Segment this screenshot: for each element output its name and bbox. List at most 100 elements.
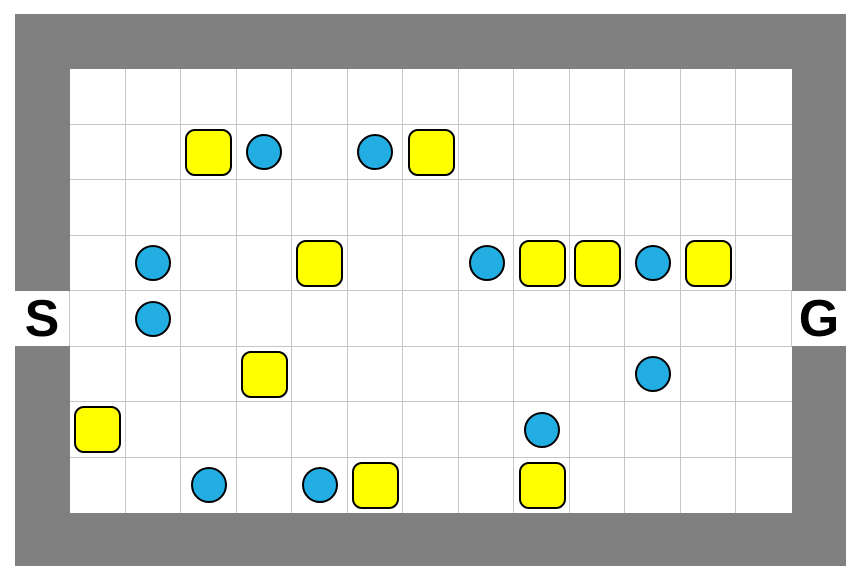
square-piece[interactable] <box>574 239 622 287</box>
grid-cell[interactable] <box>181 235 237 291</box>
grid-cell[interactable] <box>403 346 459 402</box>
grid-cell[interactable] <box>348 457 404 513</box>
square-piece[interactable] <box>518 461 566 509</box>
grid-cell[interactable] <box>70 235 126 291</box>
grid-cell[interactable] <box>125 402 182 458</box>
grid-cell[interactable] <box>403 180 459 236</box>
grid-cell[interactable] <box>347 291 404 347</box>
grid-cell[interactable] <box>403 124 459 180</box>
grid-cell[interactable] <box>236 124 293 180</box>
grid-cell[interactable] <box>736 69 792 125</box>
grid-cell[interactable] <box>625 346 681 402</box>
grid-cell[interactable] <box>680 402 737 458</box>
grid-cell[interactable] <box>403 235 459 291</box>
grid-cell[interactable] <box>680 124 737 180</box>
grid-cell[interactable] <box>236 180 293 236</box>
grid-cell[interactable] <box>70 457 126 513</box>
square-piece[interactable] <box>185 128 233 176</box>
grid-cell[interactable] <box>625 457 681 513</box>
grid-cell[interactable] <box>458 402 515 458</box>
grid-cell[interactable] <box>292 69 348 125</box>
grid-cell[interactable] <box>181 180 237 236</box>
square-piece[interactable] <box>685 239 733 287</box>
grid-cell[interactable] <box>236 69 293 125</box>
grid-cell[interactable] <box>70 69 126 125</box>
grid-cell[interactable] <box>403 402 459 458</box>
grid-cell[interactable] <box>181 124 237 180</box>
grid-cell[interactable] <box>70 346 126 402</box>
grid-cell[interactable] <box>292 124 348 180</box>
grid-cell[interactable] <box>292 235 348 291</box>
grid-cell[interactable] <box>569 346 626 402</box>
grid-cell[interactable] <box>125 180 182 236</box>
grid-cell[interactable] <box>458 124 515 180</box>
grid-cell[interactable] <box>459 457 515 513</box>
grid-cell[interactable] <box>70 402 126 458</box>
grid-cell[interactable] <box>625 69 681 125</box>
grid-cell[interactable] <box>181 346 237 402</box>
grid-cell[interactable] <box>125 235 182 291</box>
square-piece[interactable] <box>74 406 122 454</box>
circle-piece[interactable] <box>135 300 172 337</box>
grid-cell[interactable] <box>458 346 515 402</box>
grid-cell[interactable] <box>347 235 404 291</box>
grid-cell[interactable] <box>569 291 626 347</box>
grid-cell[interactable] <box>292 291 348 347</box>
grid-cell[interactable] <box>514 69 570 125</box>
grid-cell[interactable] <box>514 346 570 402</box>
grid-cell[interactable] <box>625 124 681 180</box>
square-piece[interactable] <box>351 461 399 509</box>
grid-cell[interactable] <box>458 291 515 347</box>
grid-cell[interactable] <box>236 402 293 458</box>
grid-cell[interactable] <box>403 291 459 347</box>
grid-cell[interactable] <box>680 346 737 402</box>
grid-cell[interactable] <box>458 180 515 236</box>
grid-cell[interactable] <box>292 457 348 513</box>
grid-cell[interactable] <box>569 235 626 291</box>
grid-cell[interactable] <box>736 236 792 291</box>
grid-cell[interactable] <box>514 180 570 236</box>
grid-cell[interactable] <box>292 346 348 402</box>
circle-piece[interactable] <box>135 245 172 282</box>
grid-cell[interactable] <box>569 69 626 125</box>
grid-cell[interactable] <box>569 180 626 236</box>
grid-cell[interactable] <box>125 346 182 402</box>
grid-cell[interactable] <box>237 457 293 513</box>
grid-cell[interactable] <box>458 69 515 125</box>
grid-cell[interactable] <box>514 235 570 291</box>
square-piece[interactable] <box>296 239 344 287</box>
grid-cell[interactable] <box>569 402 626 458</box>
grid-cell[interactable] <box>347 124 404 180</box>
grid-cell[interactable] <box>181 402 237 458</box>
grid-cell[interactable] <box>347 402 404 458</box>
grid-cell[interactable] <box>625 235 681 291</box>
grid-cell[interactable] <box>70 124 126 180</box>
grid-cell[interactable] <box>736 125 792 180</box>
grid-cell[interactable] <box>514 124 570 180</box>
grid-cell[interactable] <box>125 69 182 125</box>
grid-cell[interactable] <box>181 291 237 347</box>
circle-piece[interactable] <box>301 467 338 504</box>
grid-cell[interactable] <box>292 180 348 236</box>
grid-cell[interactable] <box>347 69 404 125</box>
grid-cell[interactable] <box>125 124 182 180</box>
grid-cell[interactable] <box>126 457 182 513</box>
square-piece[interactable] <box>407 128 455 176</box>
circle-piece[interactable] <box>635 356 672 393</box>
grid-cell[interactable] <box>736 291 792 347</box>
grid-cell[interactable] <box>736 402 792 458</box>
grid-cell[interactable] <box>292 402 348 458</box>
grid-cell[interactable] <box>625 180 681 236</box>
grid-cell[interactable] <box>403 69 459 125</box>
grid-cell[interactable] <box>680 180 737 236</box>
grid-cell[interactable] <box>125 291 182 347</box>
grid-cell[interactable] <box>680 235 737 291</box>
grid-cell[interactable] <box>680 291 737 347</box>
circle-piece[interactable] <box>635 245 672 282</box>
circle-piece[interactable] <box>357 134 394 171</box>
grid-cell[interactable] <box>680 69 737 125</box>
grid-cell[interactable] <box>736 180 792 236</box>
circle-piece[interactable] <box>468 245 505 282</box>
grid-cell[interactable] <box>625 402 681 458</box>
grid-cell[interactable] <box>625 291 681 347</box>
